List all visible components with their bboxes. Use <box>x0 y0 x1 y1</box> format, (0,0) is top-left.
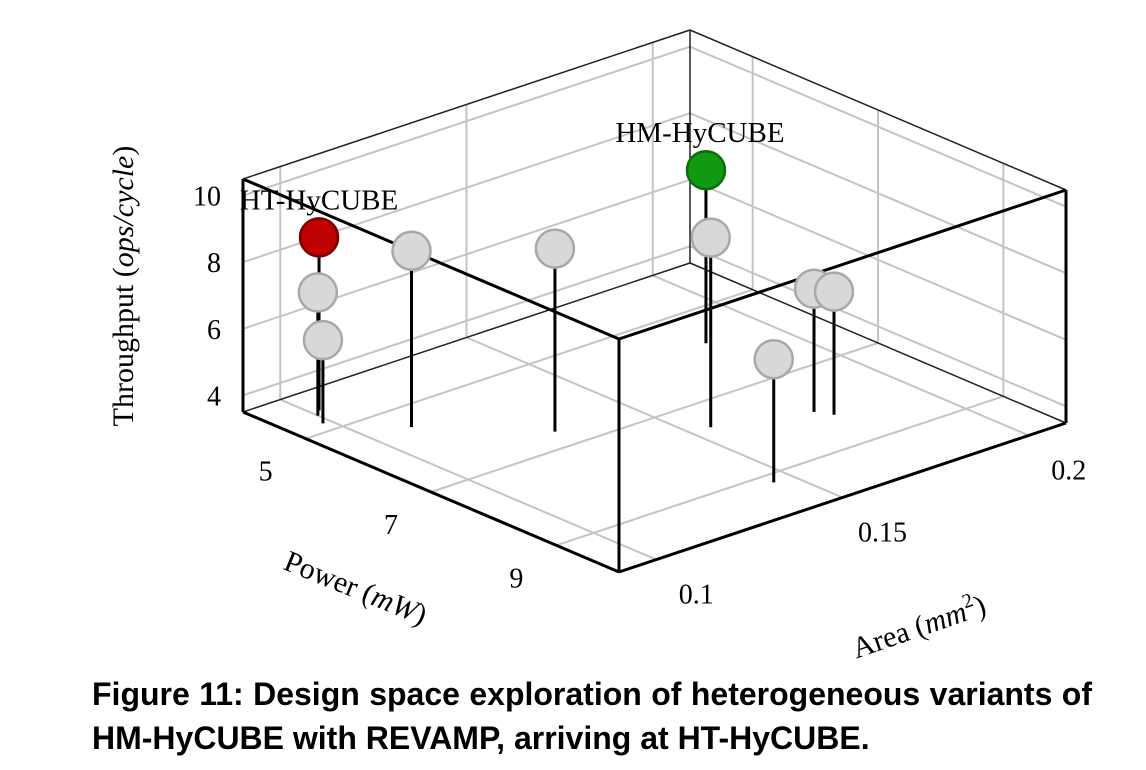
data-point <box>753 338 794 380</box>
scatter-3d-chart: 4 6 8 10 5 7 9 0.1 0.15 0.2 Throughput (ops/cycle… <box>107 29 1086 666</box>
axis-frame <box>241 29 1068 574</box>
data-point <box>391 230 432 272</box>
y-tick-label: 0.1 <box>679 580 714 611</box>
data-point <box>690 217 731 258</box>
y-axis-title: Area (mm2) <box>847 586 990 665</box>
data-point <box>813 271 855 312</box>
frame-edge <box>689 29 1067 191</box>
z-tick-label: 8 <box>207 248 221 279</box>
tick-labels: 4 6 8 10 5 7 9 0.1 0.15 0.2 <box>193 182 1086 611</box>
y-tick-label: 0.15 <box>858 518 907 549</box>
point-annotations: HM-HyCUBE HT-HyCUBE <box>240 117 785 216</box>
data-points <box>297 149 855 380</box>
z-axis-title: Throughput (ops/cycle) <box>107 146 140 427</box>
grid-line <box>305 288 753 440</box>
grid-line <box>556 395 1004 547</box>
axis-labels: Throughput (ops/cycle) Power (mW) Area (mm… <box>107 146 990 666</box>
z-tick-label: 10 <box>193 182 221 213</box>
frame-edge <box>618 421 1067 574</box>
z-tick-label: 6 <box>207 315 221 346</box>
data-point <box>534 228 576 269</box>
frame-edge <box>242 410 620 574</box>
frame-edge <box>618 188 1067 341</box>
data-point-ht-hycube <box>298 217 340 258</box>
grid-lines <box>242 42 1067 561</box>
x-tick-label: 9 <box>509 563 523 594</box>
frame-edge <box>689 262 1067 424</box>
z-tick-label: 4 <box>207 381 221 412</box>
point-label: HM-HyCUBE <box>615 117 784 149</box>
data-point-hm-hycube <box>685 149 727 191</box>
frame-edge <box>242 29 691 180</box>
x-tick-label: 7 <box>384 510 398 541</box>
y-tick-label: 0.2 <box>1051 455 1086 486</box>
data-point <box>302 319 344 361</box>
figure-caption: Figure 11: Design space exploration of h… <box>92 676 1092 756</box>
x-axis-title: Power (mW) <box>279 545 431 632</box>
point-label: HT-HyCUBE <box>240 184 398 216</box>
grid-line <box>430 342 879 493</box>
x-tick-label: 5 <box>259 457 273 488</box>
data-point <box>297 272 339 313</box>
